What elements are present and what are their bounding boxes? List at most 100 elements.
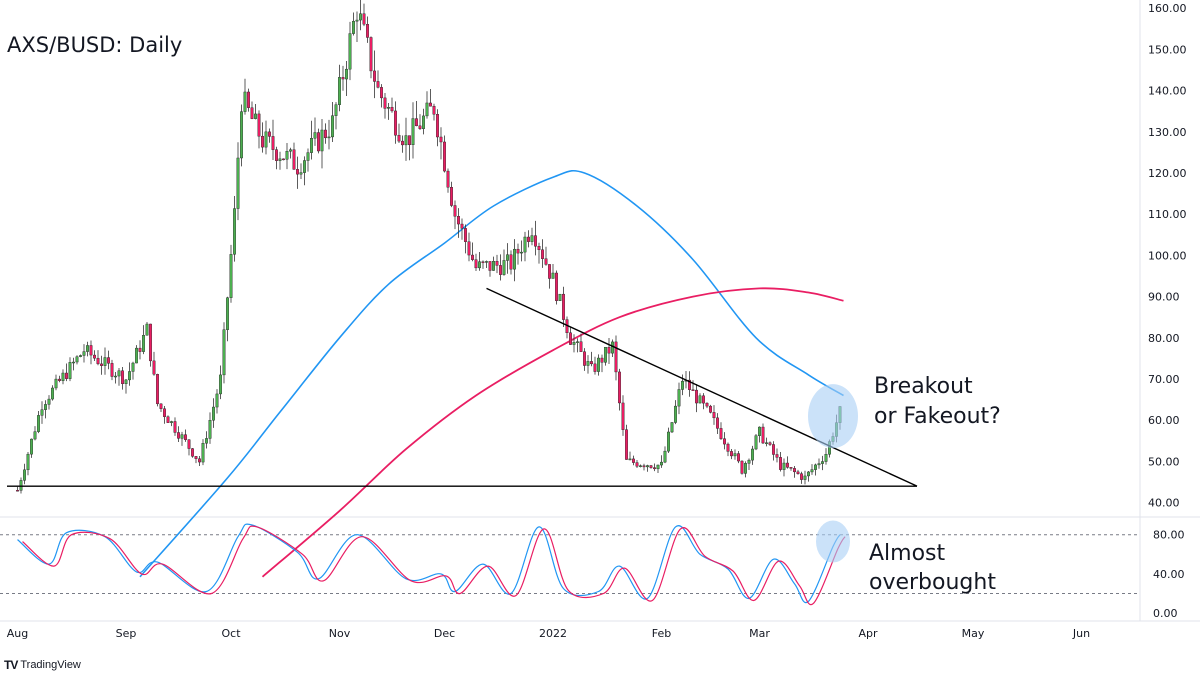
candle	[289, 147, 292, 159]
candle-body-up	[222, 329, 226, 376]
candle-body-up	[530, 235, 534, 242]
candle	[593, 356, 597, 375]
candle-body-down	[695, 389, 698, 404]
candle-body-down	[649, 465, 653, 468]
candle-body-down	[453, 205, 457, 217]
candle	[26, 452, 30, 476]
candle-body-up	[201, 443, 205, 463]
candle-body-down	[464, 228, 467, 242]
candle-body-down	[194, 456, 198, 459]
candle-body-up	[352, 20, 355, 34]
candle-body-down	[555, 272, 558, 301]
candle	[212, 398, 215, 428]
candle	[128, 362, 131, 386]
candle	[653, 463, 656, 472]
candle	[509, 250, 513, 275]
candle-body-up	[425, 102, 429, 117]
candle	[107, 350, 110, 370]
candle-body-up	[751, 448, 754, 461]
candle	[663, 446, 667, 464]
candle-body-down	[775, 454, 779, 458]
candle-body-up	[520, 251, 523, 254]
candle-body-down	[380, 87, 383, 99]
candle-body-up	[674, 405, 677, 423]
candle-body-up	[51, 387, 54, 400]
candle	[677, 382, 681, 415]
candle	[117, 367, 121, 386]
candle-body-down	[415, 118, 418, 127]
candle-body-up	[821, 461, 824, 464]
candle-body-up	[114, 375, 117, 378]
candle	[44, 400, 47, 419]
candle-body-down	[562, 293, 565, 320]
rsi-k-line	[17, 523, 841, 604]
candle	[516, 243, 520, 265]
candle-body-down	[768, 442, 772, 445]
candle-body-up	[551, 272, 555, 279]
candle	[299, 163, 303, 179]
candle-body-up	[817, 463, 821, 466]
candle	[719, 422, 723, 440]
candle-body-up	[30, 438, 33, 455]
candle	[646, 464, 649, 472]
candle	[131, 361, 135, 380]
price-tick-label: 80.00	[1148, 332, 1180, 345]
candle	[695, 383, 698, 413]
candle	[800, 471, 803, 484]
candle	[401, 135, 404, 153]
candle	[495, 254, 499, 274]
candle-body-up	[611, 341, 614, 354]
candle-body-down	[163, 408, 166, 417]
candle	[82, 344, 86, 363]
price-tick-label: 130.00	[1148, 126, 1187, 139]
candle	[499, 254, 502, 281]
candle	[520, 240, 523, 262]
candle	[254, 103, 257, 120]
candle-body-down	[58, 378, 61, 381]
candle-body-down	[642, 465, 646, 468]
candle	[632, 455, 635, 466]
candle	[639, 464, 642, 468]
candle	[691, 380, 695, 391]
candle-body-down	[537, 246, 541, 250]
candle	[173, 417, 177, 436]
candle-body-down	[432, 105, 436, 115]
candle-body-up	[229, 254, 233, 298]
candle	[768, 441, 772, 446]
annotation-overbought-line1: Almost	[869, 541, 946, 566]
candle-body-down	[418, 125, 422, 129]
candle	[649, 465, 653, 469]
candle-body-down	[198, 458, 201, 463]
candle-body-down	[548, 264, 551, 279]
candle	[352, 12, 355, 36]
candle	[590, 351, 593, 367]
candle	[219, 365, 222, 400]
candle	[152, 351, 156, 376]
candle-body-down	[460, 223, 464, 229]
candle	[198, 455, 201, 466]
candle	[810, 464, 814, 475]
candle	[317, 128, 320, 154]
candle-body-down	[632, 458, 635, 463]
candle-body-down	[436, 114, 439, 138]
candle-body-down	[275, 149, 278, 161]
candle	[166, 415, 170, 423]
candle	[796, 469, 800, 475]
candle-body-down	[471, 254, 474, 260]
candle-body-up	[278, 158, 282, 161]
candle	[236, 142, 240, 221]
candle-body-down	[362, 13, 366, 25]
candle-body-down	[621, 402, 625, 430]
candle	[278, 151, 282, 170]
candle	[425, 91, 429, 119]
candle-body-down	[317, 132, 320, 152]
candle-body-down	[705, 402, 709, 407]
candle	[712, 405, 716, 425]
candle	[320, 118, 324, 169]
candle-body-up	[86, 345, 89, 352]
candle	[604, 347, 607, 366]
rsi-tick-label: 80.00	[1153, 529, 1185, 542]
candle	[191, 448, 194, 458]
candle	[61, 369, 65, 385]
candle	[201, 439, 205, 466]
